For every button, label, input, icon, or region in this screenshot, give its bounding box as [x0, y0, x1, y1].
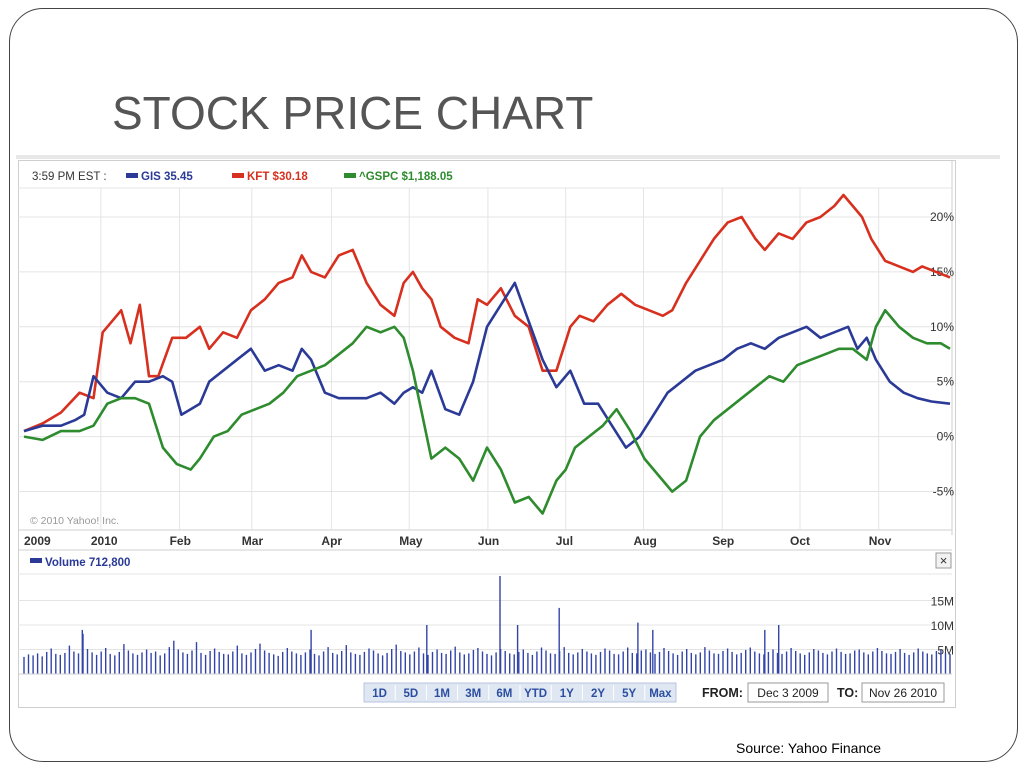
x-tick-label: Aug: [633, 534, 656, 548]
range-button-label: 1M: [434, 688, 450, 700]
legend-swatch-kft: [232, 173, 244, 178]
range-controls: 1D 5D 1M 3M 6M YTD 1Y 2Y 5Y Max FROM: Dec 3 2009 TO:…: [363, 682, 945, 703]
volume-close-button[interactable]: ×: [935, 552, 952, 569]
range-button-label: 1D: [372, 688, 387, 700]
source-caption: Source: Yahoo Finance: [736, 740, 882, 756]
volume-tick-label: 10M: [931, 619, 954, 633]
volume-close-box: [935, 552, 952, 569]
series-line-gis: [23, 281, 951, 449]
range-button-label: 6M: [496, 688, 512, 700]
y-tick-label: 20%: [930, 210, 954, 224]
range-button-3m[interactable]: 3M: [457, 685, 482, 700]
range-button-max[interactable]: Max: [644, 685, 672, 700]
title-divider: [16, 155, 1000, 159]
range-button-label: Max: [649, 688, 672, 700]
legend-label-kft: KFT $30.18: [247, 171, 308, 183]
x-tick-label: Feb: [170, 534, 191, 548]
to-label: TO:: [837, 686, 858, 700]
y-tick-label: 0%: [937, 430, 955, 444]
x-tick-label: Jun: [478, 534, 499, 548]
to-date-value: Nov 26 2010: [869, 686, 937, 700]
series-line-gspc: [23, 309, 951, 515]
x-tick-label: 2010: [91, 534, 118, 548]
volume-legend-label: Volume 712,800: [45, 557, 130, 569]
y-tick-label: -5%: [933, 485, 955, 499]
chart-background: [18, 160, 956, 708]
legend-label-gis: GIS 35.45: [141, 171, 193, 183]
stock-chart-panel: 3:59 PM EST : GIS 35.45 KFT $30.18 ^GSPC $1…: [18, 160, 956, 708]
range-button-5y[interactable]: 5Y: [613, 685, 637, 700]
legend-label-gspc: ^GSPC $1,188.05: [359, 171, 453, 183]
to-date-input[interactable]: Nov 26 2010: [861, 682, 945, 703]
volume-legend-swatch: [30, 558, 42, 563]
stock-chart: 3:59 PM EST : GIS 35.45 KFT $30.18 ^GSPC $1…: [18, 160, 956, 708]
x-axis: 2009 2010 Feb Mar Apr May Jun Jul Aug Sep Oct Nov: [24, 534, 892, 548]
range-button-6m[interactable]: 6M: [488, 685, 513, 700]
series-line-kft: [23, 193, 951, 433]
x-tick-label: Sep: [712, 534, 734, 548]
from-date-box: [747, 682, 829, 703]
y-tick-label: 5%: [937, 375, 955, 389]
range-button-1m[interactable]: 1M: [425, 685, 450, 700]
to-date-box: [861, 682, 945, 703]
range-button-5d[interactable]: 5D: [394, 685, 418, 700]
range-button-2y[interactable]: 2Y: [581, 685, 605, 700]
volume-tick-label: 15M: [931, 595, 954, 609]
legend-swatch-gis: [126, 173, 138, 178]
y-tick-label: 10%: [930, 320, 954, 334]
x-tick-label: May: [399, 534, 423, 548]
range-button-1y[interactable]: 1Y: [550, 685, 574, 700]
x-tick-label: Apr: [321, 534, 342, 548]
legend-swatch-gspc: [344, 173, 356, 178]
range-button-label: 5Y: [622, 688, 636, 700]
range-button-ytd[interactable]: YTD: [519, 685, 547, 700]
x-tick-label: 2009: [24, 534, 51, 548]
series-lines: [23, 193, 951, 515]
copyright-label: © 2010 Yahoo! Inc.: [30, 515, 119, 527]
slide-title: STOCK PRICE CHART: [112, 87, 594, 139]
from-date-value: Dec 3 2009: [757, 686, 819, 700]
x-tick-label: Nov: [869, 534, 892, 548]
time-label: 3:59 PM EST :: [32, 171, 107, 183]
range-button-1d[interactable]: 1D: [372, 688, 387, 700]
x-tick-label: Jul: [556, 534, 573, 548]
from-date-input[interactable]: Dec 3 2009: [747, 682, 829, 703]
quote-header: 3:59 PM EST : GIS 35.45 KFT $30.18 ^GSPC $1…: [32, 171, 453, 183]
x-tick-label: Oct: [790, 534, 810, 548]
range-button-label: 5D: [403, 688, 418, 700]
from-label: FROM:: [702, 686, 743, 700]
x-tick-label: Mar: [242, 534, 264, 548]
range-button-label: 3M: [465, 688, 481, 700]
close-icon: ×: [940, 553, 948, 568]
range-button-label: 2Y: [591, 688, 605, 700]
range-button-label: 1Y: [560, 688, 574, 700]
range-button-label: YTD: [524, 688, 547, 700]
